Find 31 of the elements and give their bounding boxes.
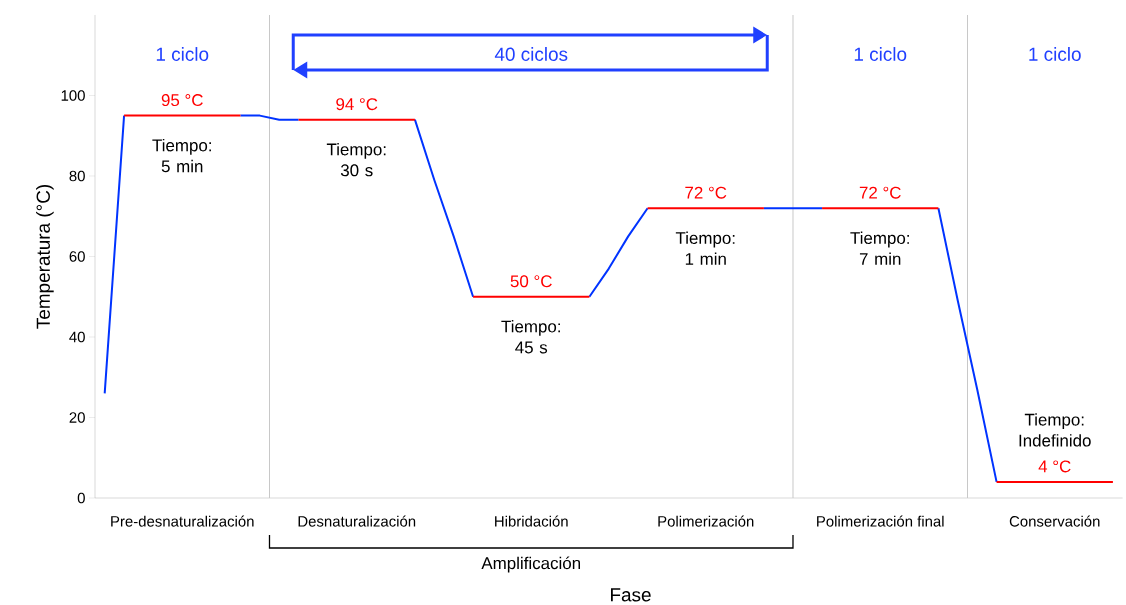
y-axis-title: Temperatura (°C) — [36, 185, 54, 329]
annotation: Tiempo: 1 min — [675, 231, 735, 265]
annotation: 1 ciclo — [156, 47, 209, 61]
x-tick-label: Polimerización — [658, 515, 754, 527]
x-tick-label: Hibridación — [495, 515, 568, 527]
x-tick-label: Desnaturalización — [298, 515, 416, 527]
annotation: Tiempo: Indefinido — [1019, 413, 1091, 447]
annotation: 1 ciclo — [854, 47, 907, 61]
y-tick-label: 0 — [77, 492, 85, 504]
annotation: 40 ciclos — [494, 47, 568, 61]
text: Amplificación — [481, 556, 581, 573]
data-label: 4 °C — [1038, 460, 1071, 473]
x-axis-title: Fase — [611, 588, 651, 602]
annotation: Tiempo: 7 min — [850, 231, 909, 265]
x-tick-label: Pre-desnaturalización — [111, 515, 254, 527]
x-tick-label: Conservación — [1009, 515, 1100, 527]
data-label: 72 °C — [685, 186, 727, 199]
data-label: 50 °C — [510, 275, 552, 288]
annotation: Tiempo: 45 s — [501, 320, 560, 354]
y-tick-label: 60 — [69, 251, 85, 262]
y-tick-label: 80 — [69, 170, 85, 182]
data-label: 94 °C — [336, 98, 378, 111]
annotation: Tiempo: 30 s — [326, 142, 386, 177]
x-tick-label: Polimerización final — [817, 515, 944, 527]
annotation: Tiempo: 5 min — [152, 138, 211, 173]
data-label: 95 °C — [161, 94, 203, 107]
data-label: 72 °C — [859, 186, 901, 199]
annotation: 1 ciclo — [1029, 47, 1081, 61]
y-tick-label: 20 — [69, 412, 85, 423]
y-tick-label: 40 — [69, 331, 85, 343]
y-tick-label: 100 — [61, 90, 85, 101]
